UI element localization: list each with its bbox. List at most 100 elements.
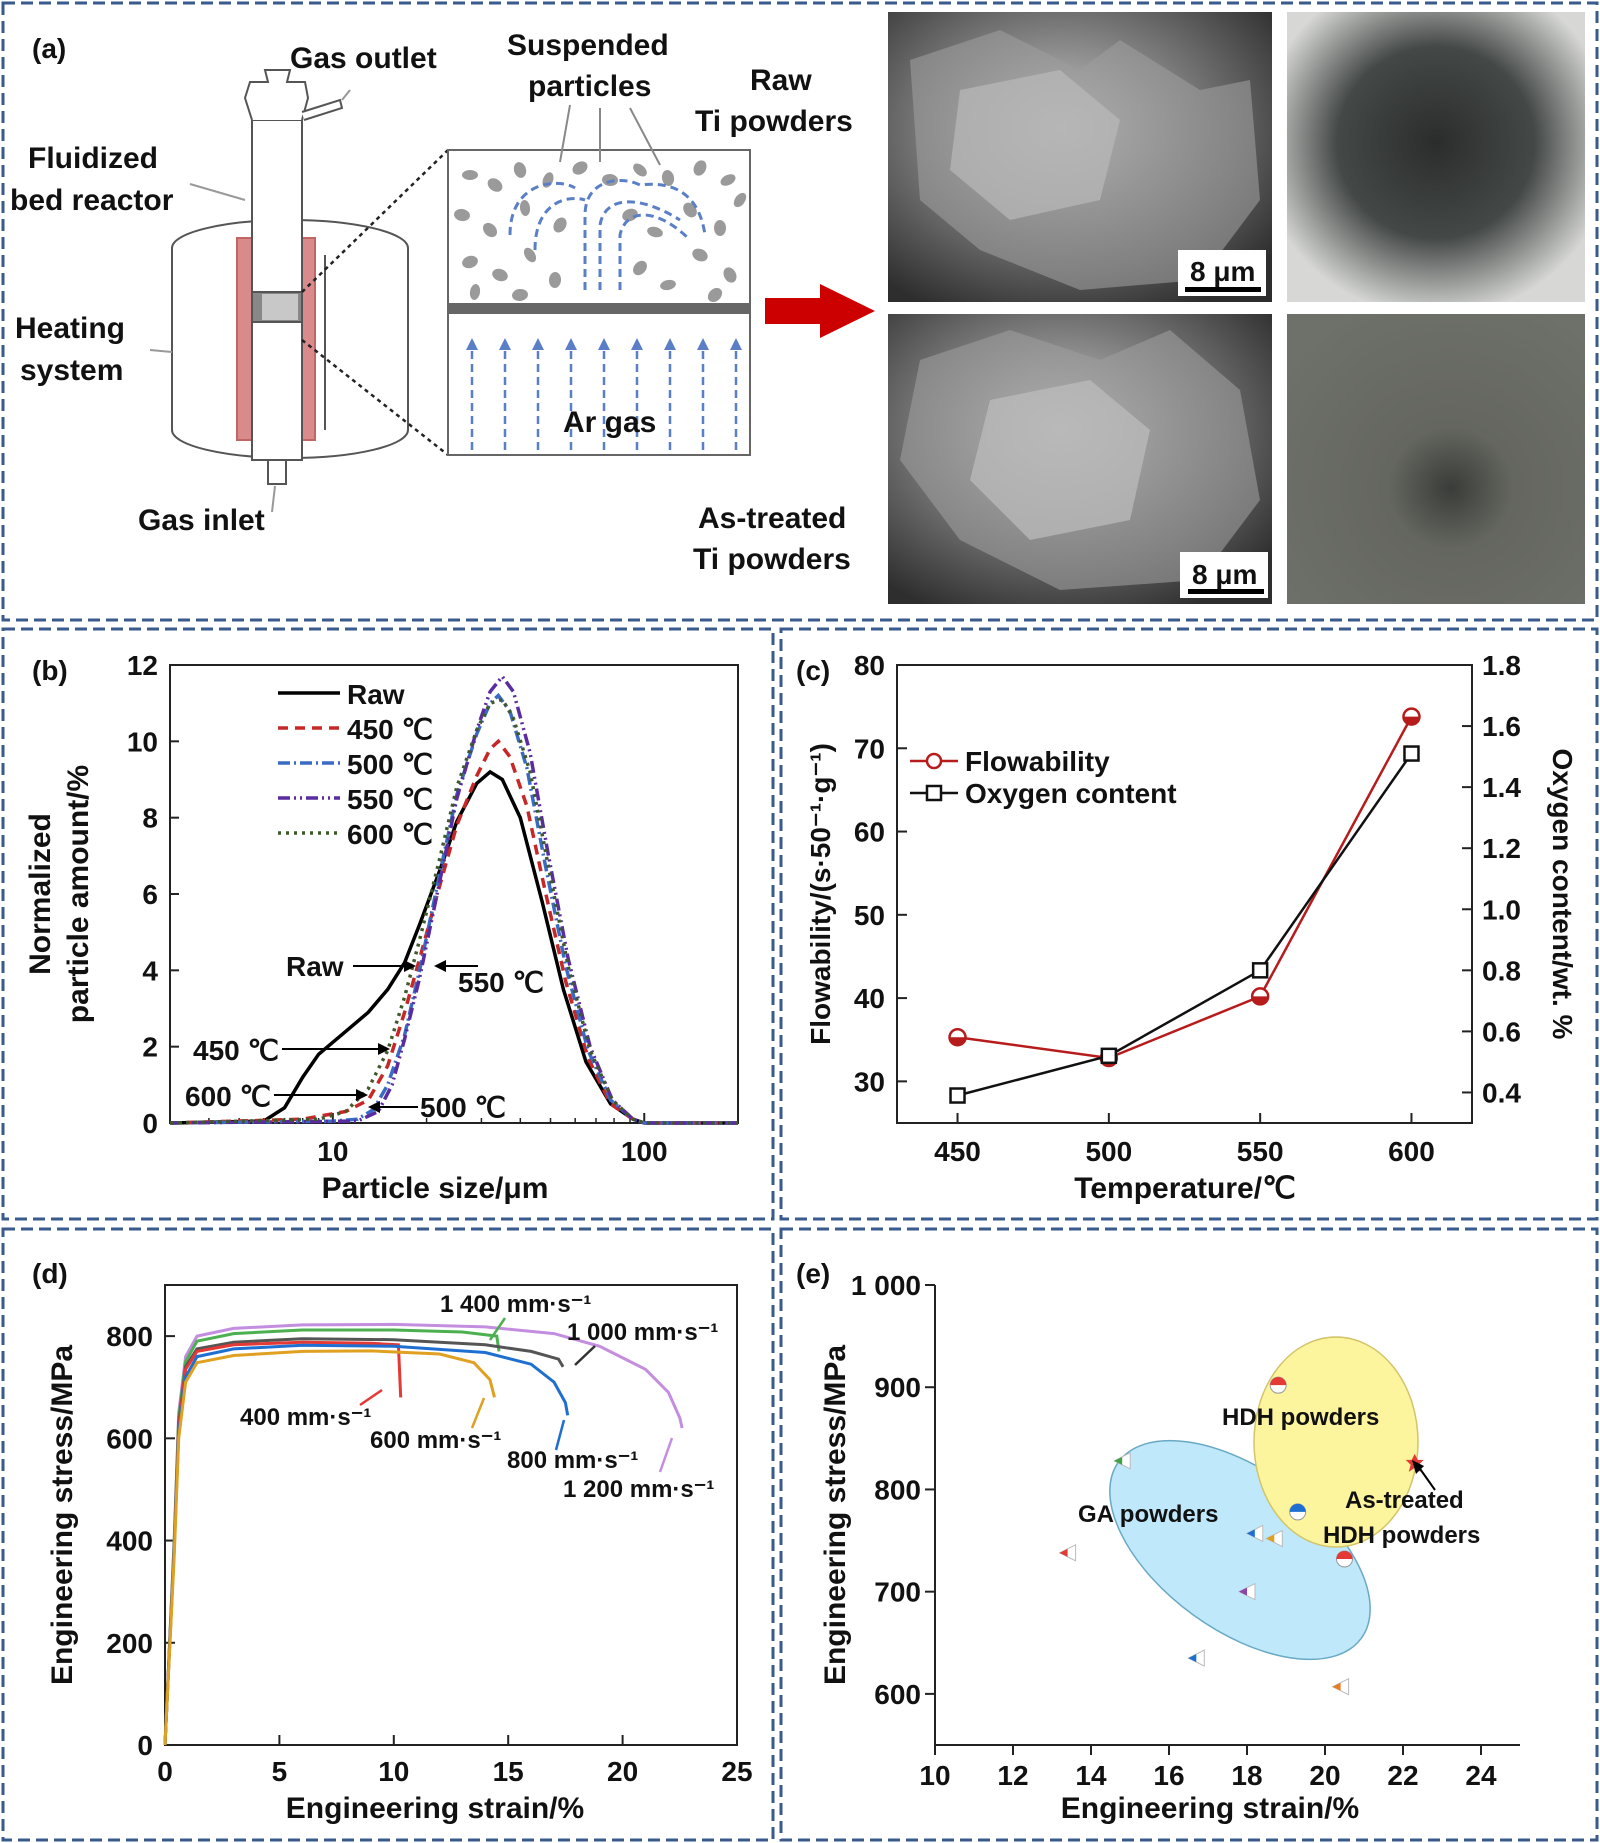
flowability-point-fill [949,1037,966,1046]
label-as-treated: As-treated [1345,1487,1464,1514]
particle-dot [633,260,647,276]
y-tick-label-b: 4 [142,955,158,986]
panel-e-label: (e) [796,1258,830,1289]
panel-c-label: (c) [796,655,830,686]
y-tick-label-d: 200 [106,1628,153,1659]
ga-point-fill [1246,1529,1255,1538]
ar-gas-arrows [466,338,742,450]
annotation-450: 450 ℃ [193,1035,279,1066]
particle-dot [647,226,663,238]
legend-b: Raw 450 ℃ 500 ℃ 550 ℃ 600 ℃ [278,679,433,850]
panel-d-label: (d) [32,1258,68,1289]
scatter-points-e [1058,1376,1424,1696]
particle-dot [633,163,647,177]
legend-marker-c [925,784,943,802]
label-gas-inlet: Gas inlet [138,504,265,537]
oxygen-point [1100,1047,1118,1065]
zoom-lines [301,149,449,456]
y-tick-label-d: 0 [137,1730,153,1761]
x-tick-label-c: 450 [934,1136,981,1167]
particle-dot [661,170,675,186]
ga-point-fill [1239,1587,1247,1596]
flowability-point-fill [1252,996,1269,1005]
label-gas-outlet: Gas outlet [290,42,437,75]
label-ar-gas: Ar gas [563,406,656,439]
label-heating-2: system [20,354,123,387]
oxygen-point [949,1087,966,1104]
legend-label-b: 600 ℃ [347,819,433,850]
y-tick-label-b: 6 [142,879,158,910]
label-treated-2: Ti powders [693,543,851,576]
frame-b [1,627,775,1221]
flow-loops [508,178,707,290]
label-400: 400 mm·s⁻¹ [240,1404,371,1431]
photo-treated-powder [1287,314,1585,604]
particle-dot [482,222,498,238]
ga-point-fill [1332,1682,1341,1691]
reactor-schematic [171,69,409,485]
y-right-tick-label-c: 1.8 [1482,650,1521,681]
hdh-powders-ellipse [1253,1336,1419,1548]
process-arrow [765,284,875,338]
x-axis-label-c: Temperature/℃ [1074,1172,1296,1205]
series-line-c-1 [957,752,1413,1097]
legend-label-b: 550 ℃ [347,784,433,815]
y-tick-label-e: 800 [874,1474,921,1505]
label-600: 600 mm·s⁻¹ [370,1427,501,1454]
gas-flow-arrowhead [730,338,742,350]
y-axis-label-d: Engineering stress/MPa [46,1345,79,1685]
particle-dot [492,268,508,282]
label-fluidized-2: bed reactor [10,184,174,217]
photo-raw-powder [1287,12,1585,302]
label-hdh-powders: HDH powders [1222,1404,1379,1431]
ga-point-fill [1059,1548,1068,1557]
powder-group-ellipses [1109,1336,1419,1661]
y-tick-label-b: 0 [142,1108,158,1139]
plot-frame-c [896,664,1473,1124]
particle-dot [462,255,478,269]
particle-dot [572,161,588,175]
frame-a [1,1,1599,622]
label-raw-2: Ti powders [695,105,853,138]
oxygen-point [1403,745,1420,762]
hdh-point-fill [1270,1377,1287,1386]
x-tick-label-c: 550 [1237,1136,1284,1167]
particle-dot [553,217,567,233]
particle-dot [523,247,537,263]
label-1000: 1 000 mm·s⁻¹ [567,1319,718,1346]
callout-lines-a [149,89,351,513]
sem-raw: 8 μm [888,12,1272,302]
x-tick-label-c: 600 [1388,1136,1435,1167]
particle-dot [454,208,470,222]
annotation-600: 600 ℃ [185,1081,271,1112]
annotation-550: 550 ℃ [458,967,544,998]
particle-dot [548,272,562,288]
y-tick-label-e: 600 [874,1679,921,1710]
particle-dot [733,192,747,208]
distribution-curves [169,673,738,1125]
x-axis-label-d: Engineering strain/% [286,1792,584,1825]
stress-curve-2 [163,1337,565,1746]
plot-frame-d [164,1284,738,1746]
legend-marker-c [925,752,943,770]
gas-flow-arrowhead [499,338,511,350]
axis-ticks-e: 600 700 800 900 1 000 10 12 14 16 18 20 22 24 [851,1270,1497,1791]
label-fluidized-1: Fluidized [28,142,158,175]
speed-labels: 1 400 mm·s⁻¹ 1 000 mm·s⁻¹ 400 mm·s⁻¹ 600… [240,1291,718,1503]
y-tick-label-e: 700 [874,1577,921,1608]
x-tick-label-b: 10 [317,1136,348,1167]
y-left-tick-label-c: 70 [854,733,885,764]
particle-pointers [559,104,661,166]
gas-inlet-pipe [267,459,287,485]
reactor-tube [251,119,303,461]
y-axis-label-b-1: Normalized [24,813,57,975]
frame-e [779,1227,1599,1842]
y-right-tick-label-c: 0.4 [1482,1077,1521,1108]
y-tick-label-e: 900 [874,1372,921,1403]
flowability-point-fill [1403,716,1420,725]
particle-dot [723,267,737,283]
legend-label-b: Raw [347,679,405,710]
inset-box [447,149,751,456]
hdh-point-fill [1289,1503,1306,1512]
label-as-treated-hdh: HDH powders [1323,1522,1480,1549]
